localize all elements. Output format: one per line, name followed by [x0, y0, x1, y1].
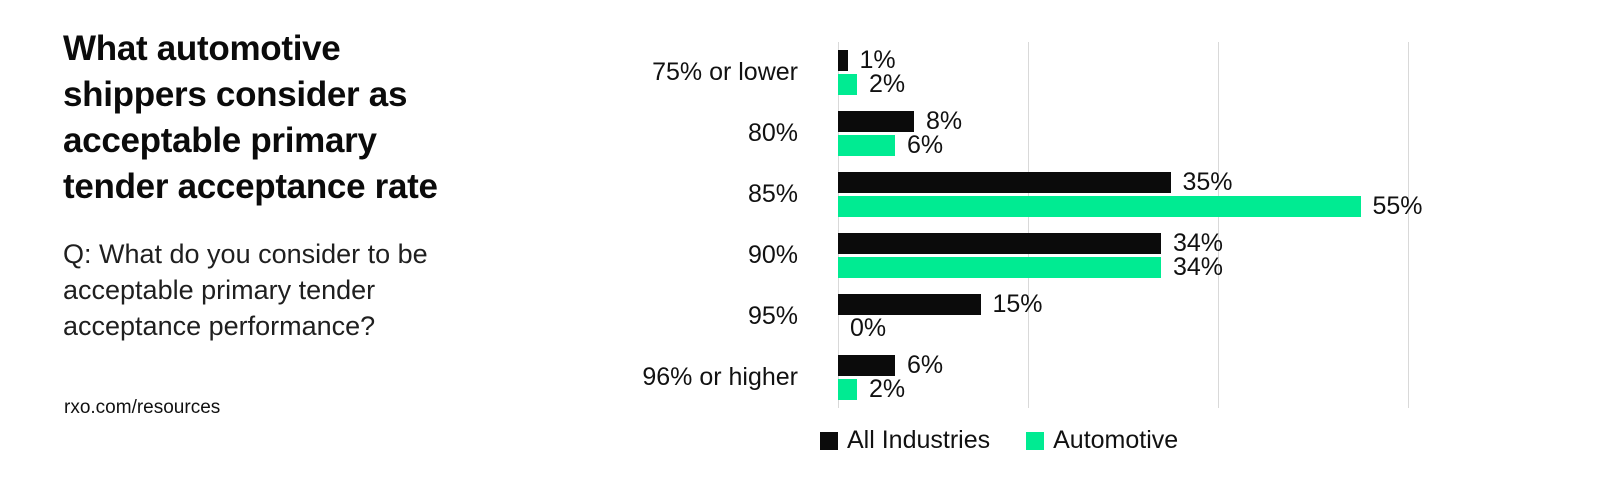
source-link[interactable]: rxo.com/resources: [64, 397, 221, 418]
bar-row: 34% 34%: [838, 225, 1408, 286]
bar-value-label: 55%: [1372, 192, 1423, 220]
survey-question: Q: What do you consider to be acceptable…: [63, 239, 428, 341]
legend-swatch-icon: [1026, 431, 1045, 450]
bar-all-industries: [838, 355, 895, 376]
legend-label: Automotive: [1053, 426, 1179, 454]
gridline-0: [838, 42, 839, 408]
legend-item-all-industries: All Industries: [820, 426, 990, 455]
bar-all-industries: [838, 50, 848, 71]
page-title: What automotive shippers consider as acc…: [63, 29, 438, 206]
text-panel: What automotive shippers consider as acc…: [63, 26, 583, 344]
bar-automotive: [838, 74, 857, 95]
bar-value-label: 0%: [850, 314, 887, 342]
chart-legend: All Industries Automotive: [820, 426, 1178, 455]
category-label: 96% or higher: [642, 363, 798, 391]
bar-row: 1% 2%: [838, 42, 1408, 103]
bar-row: 6% 2%: [838, 347, 1408, 408]
legend-item-automotive: Automotive: [1026, 426, 1178, 455]
category-label: 90%: [747, 241, 798, 269]
bar-value-label: 6%: [907, 131, 944, 159]
bar-automotive: [838, 196, 1361, 217]
legend-swatch-icon: [820, 431, 838, 450]
bar-value-label: 2%: [869, 70, 906, 98]
bar-row: 35% 55%: [838, 164, 1423, 225]
bar-all-industries: [838, 233, 1161, 254]
category-label: 80%: [747, 119, 798, 147]
bar-all-industries: [838, 294, 981, 315]
gridline-60: [1408, 42, 1409, 408]
bar-value-label: 2%: [869, 375, 906, 403]
bar-value-label: 8%: [926, 107, 963, 135]
bar-automotive: [838, 257, 1161, 278]
category-label: 75% or lower: [652, 58, 798, 86]
bar-value-label: 6%: [907, 351, 944, 379]
gridline-40: [1218, 42, 1219, 408]
category-label: 85%: [747, 180, 798, 208]
bar-value-label: 15%: [992, 290, 1043, 318]
bar-value-label: 34%: [1173, 229, 1224, 257]
bar-value-label: 35%: [1182, 168, 1233, 196]
bar-row: 15% 0%: [838, 286, 1408, 347]
bar-automotive: [838, 379, 857, 400]
bar-value-label: 1%: [859, 46, 896, 74]
bar-all-industries: [838, 172, 1171, 193]
bar-all-industries: [838, 111, 914, 132]
legend-label: All Industries: [847, 426, 991, 454]
gridline-20: [1028, 42, 1029, 408]
bar-chart-plot: 1% 2% 8% 6% 35% 55% 34% 34% 15% 0% 6% 2%: [838, 42, 1423, 408]
bar-automotive: [838, 135, 895, 156]
bar-row: 8% 6%: [838, 103, 1408, 164]
bar-value-label: 34%: [1173, 253, 1224, 281]
category-label: 95%: [747, 302, 798, 330]
